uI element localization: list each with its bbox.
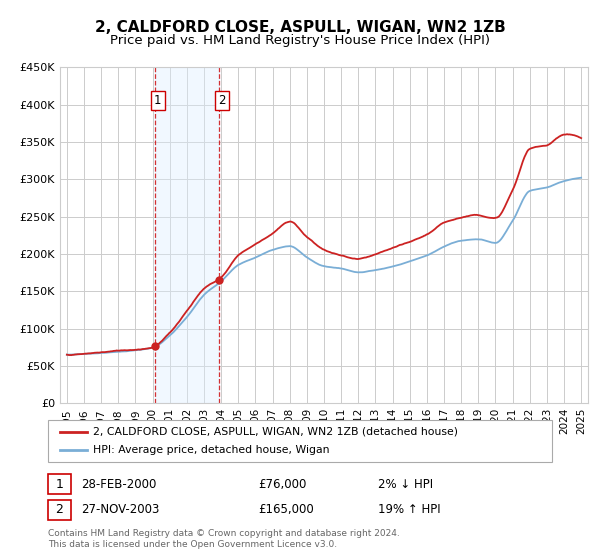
Text: £76,000: £76,000 [258, 478, 307, 491]
Text: 2, CALDFORD CLOSE, ASPULL, WIGAN, WN2 1ZB: 2, CALDFORD CLOSE, ASPULL, WIGAN, WN2 1Z… [95, 20, 505, 35]
Text: 2: 2 [218, 94, 226, 108]
Text: £165,000: £165,000 [258, 503, 314, 516]
Bar [155, 67, 220, 403]
Text: 2% ↓ HPI: 2% ↓ HPI [378, 478, 433, 491]
Text: 2: 2 [55, 503, 64, 516]
Text: HPI: Average price, detached house, Wigan: HPI: Average price, detached house, Wiga… [93, 445, 329, 455]
Text: 27-NOV-2003: 27-NOV-2003 [81, 503, 160, 516]
Text: 28-FEB-2000: 28-FEB-2000 [81, 478, 157, 491]
Text: Contains HM Land Registry data © Crown copyright and database right 2024.
This d: Contains HM Land Registry data © Crown c… [48, 529, 400, 549]
Text: 2, CALDFORD CLOSE, ASPULL, WIGAN, WN2 1ZB (detached house): 2, CALDFORD CLOSE, ASPULL, WIGAN, WN2 1Z… [93, 427, 458, 437]
Text: 19% ↑ HPI: 19% ↑ HPI [378, 503, 440, 516]
Text: 1: 1 [154, 94, 161, 108]
Text: 1: 1 [55, 478, 64, 491]
Text: Price paid vs. HM Land Registry's House Price Index (HPI): Price paid vs. HM Land Registry's House … [110, 34, 490, 46]
